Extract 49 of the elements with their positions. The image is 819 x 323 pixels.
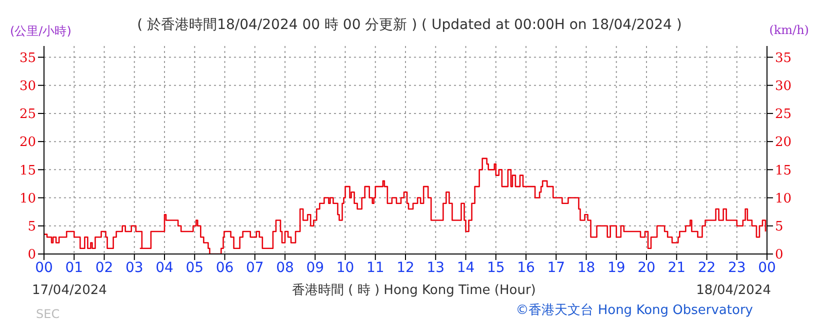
y-tick-label: 30 [19, 78, 36, 94]
x-tick-label: 04 [156, 260, 174, 276]
x-tick-label: 20 [638, 260, 656, 276]
text: ©香港天文台 Hong Kong Observatory [516, 303, 753, 318]
x-axis-title: 香港時間 ( 時 ) Hong Kong Time (Hour) [292, 283, 536, 298]
x-tick-label: 15 [486, 260, 505, 276]
chart-title: ( 於香港時間18/04/2024 00 時 00 分更新 ) ( Updated at 00:00H on 18/04/2024 ) [137, 17, 682, 33]
y2-tick-label: 5 [775, 220, 784, 235]
x-tick-label: 06 [216, 260, 234, 276]
x-tick-label: 05 [186, 260, 204, 276]
text: SEC [36, 307, 60, 321]
y2-tick-label: 35 [775, 50, 792, 66]
x-tick-label: 18 [577, 260, 596, 276]
x-tick-label: 08 [276, 260, 294, 276]
y-tick-label: 15 [19, 163, 36, 178]
x-tick-label: 17 [547, 260, 566, 276]
x-tick-label: 01 [65, 260, 84, 276]
text: 17/04/2024 [32, 283, 107, 298]
y-tick-label: 25 [19, 107, 36, 122]
x-tick-label: 23 [728, 260, 746, 276]
x-tick-label: 07 [246, 260, 264, 276]
x-tick-label: 00 [35, 260, 53, 276]
x-tick-label: 14 [456, 260, 475, 276]
x-tick-label: 12 [396, 260, 414, 276]
y-tick-label: 35 [19, 50, 36, 66]
x-tick-label: 22 [698, 260, 716, 276]
y-tick-label: 10 [19, 191, 36, 206]
x-tick-label: 21 [668, 260, 686, 276]
text: 18/04/2024 [696, 283, 771, 298]
y2-tick-label: 0 [775, 248, 784, 263]
x-tick-label: 09 [306, 260, 324, 276]
y-tick-label: 5 [28, 220, 36, 235]
y-tick-label: 0 [28, 248, 36, 263]
x-tick-label: 16 [517, 260, 535, 276]
y2-tick-label: 30 [775, 78, 792, 94]
x-tick-label: 00 [758, 260, 776, 276]
y2-tick-label: 25 [775, 107, 792, 122]
x-tick-label: 19 [607, 260, 626, 276]
x-tick-label: 02 [95, 260, 114, 276]
x-tick-label: 11 [366, 260, 384, 276]
y2-tick-label: 15 [775, 163, 792, 178]
y2-tick-label: 10 [775, 191, 792, 206]
y-tick-label: 20 [19, 135, 36, 150]
x-tick-label: 13 [426, 260, 445, 276]
y2-axis-title: (km/h) [769, 23, 809, 37]
y2-tick-label: 20 [775, 135, 792, 150]
y-axis-title: (公里/小時) [10, 23, 72, 40]
x-tick-label: 03 [125, 260, 144, 276]
x-tick-label: 10 [336, 260, 354, 276]
